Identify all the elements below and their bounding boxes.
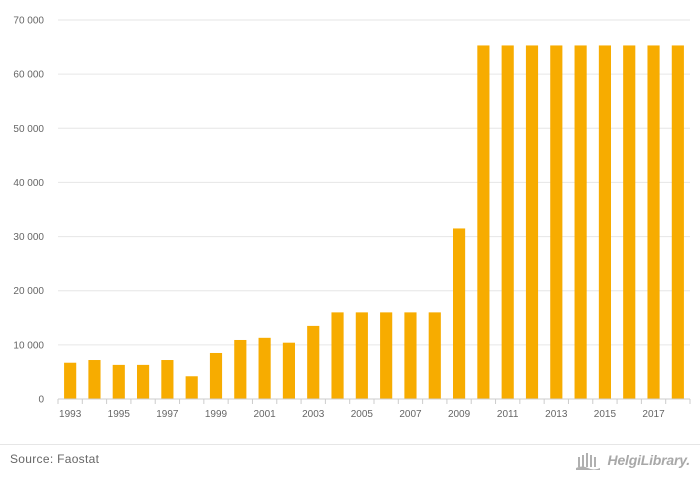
- y-tick-label: 50 000: [13, 124, 44, 135]
- bar-chart: 0 10 000 20 000 30 000 40 000 50 000 60 000 70 …: [13, 16, 691, 420]
- x-tick-label: 2013: [545, 409, 568, 420]
- gridlines: [58, 19, 690, 346]
- source-label: Source: Faostat: [10, 452, 100, 466]
- x-tick-label: 2007: [399, 409, 422, 420]
- bar-2006[interactable]: [380, 312, 393, 399]
- bar-2017[interactable]: [647, 45, 660, 399]
- bar-2009[interactable]: [453, 228, 466, 399]
- bar-1998[interactable]: [185, 376, 198, 399]
- bar-2004[interactable]: [331, 312, 344, 399]
- brand-logo[interactable]: HelgiLibrary.: [575, 448, 691, 472]
- bar-2010[interactable]: [477, 45, 490, 399]
- y-tick-label: 60 000: [13, 70, 44, 81]
- bar-1999[interactable]: [209, 352, 223, 399]
- footer-divider: [0, 444, 700, 445]
- bar-2016[interactable]: [623, 45, 636, 399]
- bar-2014[interactable]: [574, 45, 587, 399]
- x-tick-label: 2015: [594, 409, 617, 420]
- bar-2008[interactable]: [428, 312, 441, 399]
- bar-1993[interactable]: [64, 362, 77, 399]
- bar-2003[interactable]: [307, 325, 320, 399]
- x-tick-label: 2001: [253, 409, 276, 420]
- bar-2001[interactable]: [258, 337, 271, 399]
- y-tick-label: 0: [38, 395, 44, 406]
- bar-2013[interactable]: [550, 45, 563, 399]
- bars: [64, 45, 684, 399]
- library-building-icon: [575, 453, 600, 470]
- y-tick-label: 30 000: [13, 232, 44, 243]
- brand-name: HelgiLibrary.: [607, 452, 691, 468]
- x-tick-label: 2003: [302, 409, 325, 420]
- bar-2000[interactable]: [234, 339, 247, 399]
- x-tick-label: 1993: [59, 409, 82, 420]
- y-tick-label: 70 000: [13, 16, 44, 27]
- bar-1996[interactable]: [137, 364, 150, 399]
- bar-2002[interactable]: [282, 342, 295, 399]
- x-tick-label: 2017: [642, 409, 665, 420]
- y-tick-label: 20 000: [13, 286, 44, 297]
- x-tick-label: 2009: [448, 409, 471, 420]
- bar-2011[interactable]: [501, 45, 514, 399]
- bar-2005[interactable]: [355, 312, 368, 399]
- bar-2015[interactable]: [598, 45, 611, 399]
- x-tick-label: 1997: [156, 409, 179, 420]
- bar-1995[interactable]: [112, 364, 125, 399]
- axes: 0 10 000 20 000 30 000 40 000 50 000 60 000 70 …: [13, 16, 691, 420]
- y-tick-label: 10 000: [13, 340, 44, 351]
- x-tick-label: 2011: [497, 409, 519, 420]
- bar-2018[interactable]: [671, 45, 684, 399]
- bar-1994[interactable]: [88, 360, 101, 399]
- bar-1997[interactable]: [161, 360, 174, 399]
- y-tick-label: 40 000: [13, 178, 44, 189]
- x-tick-label: 1995: [108, 409, 131, 420]
- bar-2012[interactable]: [525, 45, 539, 399]
- x-tick-label: 2005: [351, 409, 374, 420]
- bar-2007[interactable]: [404, 312, 417, 399]
- x-tick-label: 1999: [205, 409, 228, 420]
